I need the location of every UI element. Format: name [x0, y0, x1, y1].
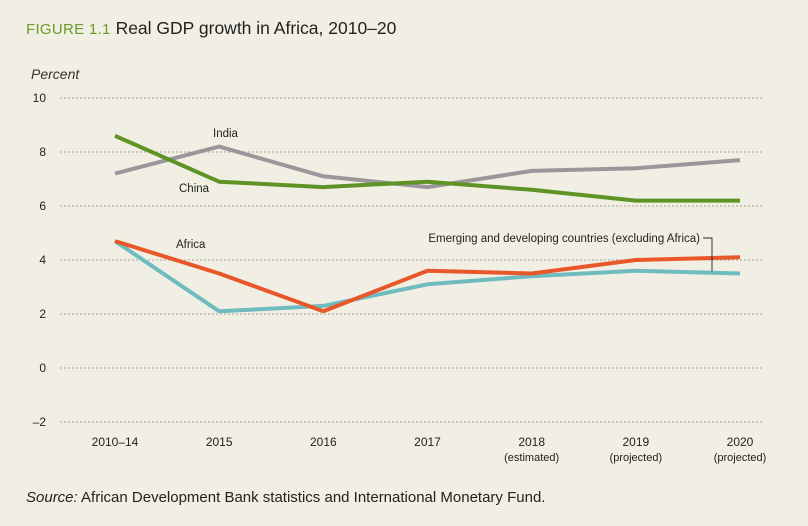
- y-tick-label: 8: [39, 145, 46, 159]
- y-tick-label: –2: [33, 415, 47, 429]
- y-axis-ticks: 10 8 6 4 2 0 –2: [33, 91, 47, 429]
- series-line-africa: [114, 239, 741, 314]
- source-note: Source: African Development Bank statist…: [26, 489, 545, 506]
- figure-number: FIGURE 1.1: [26, 21, 111, 38]
- series-label: China: [179, 183, 210, 195]
- series-label: India: [213, 128, 239, 140]
- x-tick-label: 2010–14: [92, 435, 139, 449]
- figure-title: Real GDP growth in Africa, 2010–20: [115, 18, 397, 38]
- x-axis-ticks: 2010–14 2015 2016 2017 2018 (estimated) 2019 (p…: [92, 435, 767, 464]
- series-line-india: [114, 144, 741, 190]
- series-line-emerging: [113, 239, 741, 314]
- source-label: Source:: [26, 489, 78, 506]
- x-tick-sublabel: (estimated): [504, 452, 559, 464]
- y-axis-unit-label: Percent: [31, 66, 80, 82]
- y-tick-label: 0: [39, 361, 46, 375]
- x-tick-sublabel: (projected): [610, 452, 663, 464]
- y-tick-label: 10: [33, 91, 47, 105]
- y-tick-label: 4: [39, 253, 46, 267]
- series-label: Africa: [176, 239, 206, 251]
- chart-title: FIGURE 1.1 Real GDP growth in Africa, 20…: [26, 18, 396, 39]
- source-text: African Development Bank statistics and …: [77, 489, 546, 506]
- gridlines: [60, 97, 762, 423]
- series-line-china: [114, 133, 740, 203]
- x-tick-label: 2017: [414, 435, 441, 449]
- y-tick-label: 2: [39, 307, 46, 321]
- x-tick-label: 2015: [206, 435, 233, 449]
- x-tick-label: 2016: [310, 435, 337, 449]
- y-tick-label: 6: [39, 199, 46, 213]
- series-label: Emerging and developing countries (exclu…: [428, 233, 700, 245]
- line-chart: 10 8 6 4 2 0 –2 2010–14 2015 2016 2017 2018 (estima…: [33, 91, 767, 464]
- series-lines: [113, 133, 741, 314]
- x-tick-sublabel: (projected): [714, 452, 767, 464]
- series-labels: India China Africa Emerging and developing …: [176, 128, 713, 272]
- label-leader-line: [703, 237, 713, 272]
- x-tick-label: 2019: [622, 435, 649, 449]
- x-tick-label: 2018: [518, 435, 545, 449]
- x-tick-label: 2020: [727, 435, 754, 449]
